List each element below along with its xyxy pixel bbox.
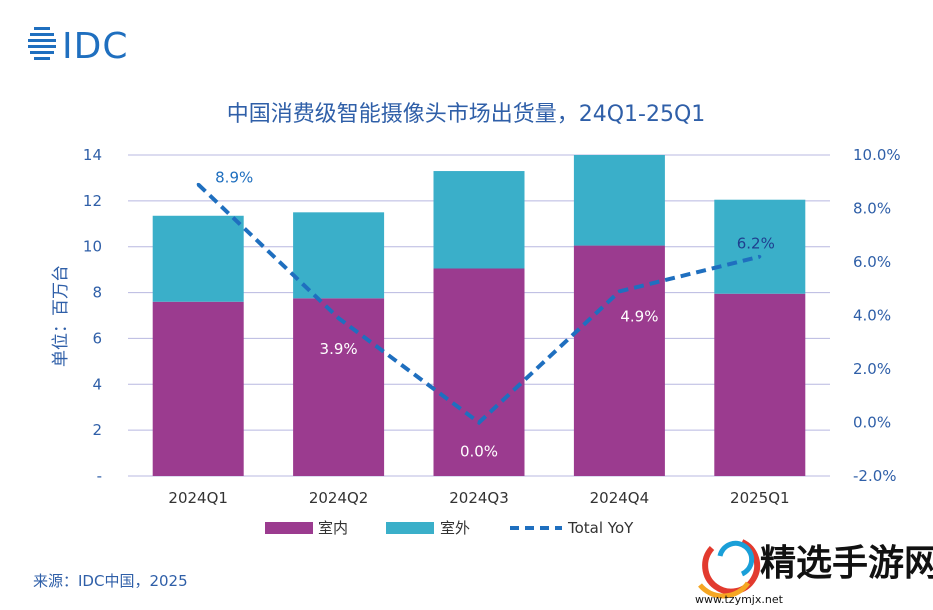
y-tick-label: 8 [92, 284, 102, 302]
logo-text: IDC [62, 26, 128, 67]
y-tick-label: 14 [83, 146, 102, 164]
x-tick-label: 2024Q1 [168, 489, 228, 507]
y-tick-label: 2 [92, 421, 102, 439]
legend-label-yoy: Total YoY [567, 519, 634, 537]
y2-tick-label: 6.0% [853, 253, 891, 271]
bar-outdoor [714, 199, 806, 294]
yoy-point [337, 316, 341, 320]
y2-tick-label: 0.0% [853, 414, 891, 432]
x-axis-ticks: 2024Q1 2024Q2 2024Q3 2024Q4 2025Q1 [168, 489, 789, 507]
chart-title: 中国消费级智能摄像头市场出货量，24Q1-25Q1 [227, 102, 706, 127]
source-note: 来源：IDC中国，2025 [33, 572, 188, 590]
x-tick-label: 2025Q1 [730, 489, 790, 507]
y2-tick-label: 8.0% [853, 200, 891, 218]
x-tick-label: 2024Q4 [590, 489, 650, 507]
watermark: 精选手游网 www.tzymjx.net [695, 539, 933, 606]
watermark-logo-icon [698, 539, 761, 599]
y-tick-label: 6 [92, 329, 102, 347]
y2-axis-ticks: -2.0% 0.0% 2.0% 4.0% 6.0% 8.0% 10.0% [853, 146, 901, 485]
y2-tick-label: 10.0% [853, 146, 901, 164]
y-tick-label: 10 [83, 238, 102, 256]
y-tick-label: - [97, 467, 102, 485]
yoy-point [196, 182, 200, 186]
yoy-point [758, 255, 762, 259]
yoy-point [477, 421, 481, 424]
y2-tick-label: -2.0% [853, 467, 897, 485]
bar-outdoor [433, 171, 525, 269]
y2-tick-label: 2.0% [853, 360, 891, 378]
legend-swatch-indoor [265, 522, 313, 534]
bar-indoor [573, 245, 665, 476]
y-axis-ticks: - 2 4 6 8 10 12 14 [83, 146, 102, 485]
yoy-data-label: 8.9% [215, 168, 253, 186]
yoy-line [196, 182, 762, 426]
x-tick-label: 2024Q2 [309, 489, 369, 507]
y2-tick-label: 4.0% [853, 307, 891, 325]
idc-logo: IDC [28, 26, 128, 67]
yoy-labels: 8.9% 3.9% 0.0% 4.9% 6.2% [215, 168, 775, 460]
yoy-data-label: 6.2% [737, 235, 775, 253]
watermark-title: 精选手游网 [760, 543, 933, 584]
yoy-data-label: 0.0% [460, 443, 498, 461]
bar-indoor [433, 268, 525, 476]
legend: 室内 室外 Total YoY [265, 519, 634, 537]
yoy-point [617, 289, 621, 293]
y-axis-title: 单位：百万台 [51, 265, 71, 367]
legend-label-indoor: 室内 [318, 519, 348, 537]
bar-indoor [293, 298, 385, 476]
bar-indoor [152, 301, 244, 476]
yoy-data-label: 4.9% [620, 307, 658, 325]
watermark-url: www.tzymjx.net [695, 593, 784, 606]
legend-label-outdoor: 室外 [440, 519, 470, 537]
bar-outdoor [152, 215, 244, 302]
legend-swatch-outdoor [386, 522, 434, 534]
bar-outdoor [573, 155, 665, 246]
x-tick-label: 2024Q3 [449, 489, 509, 507]
bar-indoor [714, 293, 806, 476]
bars [152, 155, 806, 476]
yoy-data-label: 3.9% [320, 340, 358, 358]
bar-outdoor [293, 212, 385, 299]
globe-icon [28, 27, 56, 60]
y-tick-label: 4 [92, 375, 102, 393]
y-tick-label: 12 [83, 192, 102, 210]
